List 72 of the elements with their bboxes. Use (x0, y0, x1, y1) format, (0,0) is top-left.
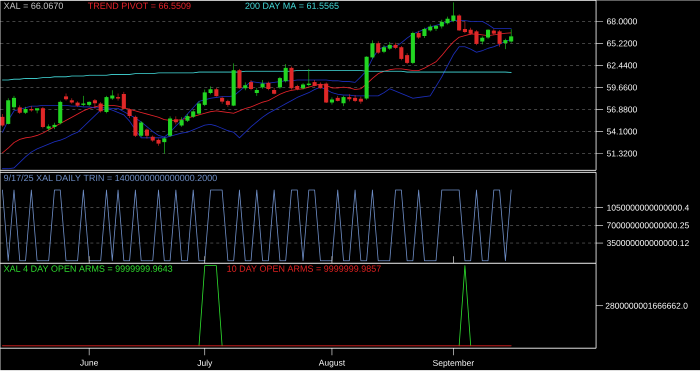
series-label: 9/17/25 XAL DAILY TRIN = 1400000000000000.2000 (4, 174, 217, 182)
candlestick (18, 105, 22, 114)
x-tick-label: August (318, 360, 346, 368)
candlestick (312, 80, 317, 87)
candlestick (58, 100, 62, 125)
candlestick (220, 96, 224, 104)
candlestick (29, 106, 34, 112)
candlestick (162, 136, 166, 154)
y-tick-label: 56.8800 (606, 106, 637, 112)
x-tick-label: June (80, 360, 98, 366)
candlestick (24, 106, 28, 114)
candlestick (364, 56, 369, 100)
y-tick-label: 700000000000000.25 (607, 222, 689, 228)
candlestick (341, 96, 346, 106)
candlestick (144, 128, 149, 139)
candlestick (336, 96, 340, 102)
candlestick (64, 93, 68, 101)
text: 2800000001666662.0 (606, 302, 688, 309)
candlestick (174, 116, 178, 125)
candlestick (254, 88, 259, 96)
text: 10 DAY OPEN ARMS = 9999999.9857 (227, 265, 381, 272)
candlestick (180, 116, 184, 128)
candlestick (243, 82, 248, 91)
y-tick-label: 51.3200 (606, 150, 637, 157)
y-tick-label: 59.6600 (606, 84, 637, 90)
candlestick (232, 63, 236, 106)
y-tick-label: 1050000000000000.4 (607, 204, 690, 211)
candlestick (92, 98, 97, 109)
candlestick (214, 88, 218, 97)
chart-title: XAL = 66.0670 (4, 2, 64, 9)
candlestick (410, 31, 415, 64)
candlestick (416, 30, 421, 40)
candlestick (139, 120, 144, 138)
candlestick (330, 97, 334, 105)
candlestick (122, 92, 126, 110)
x-tick-label: September (432, 360, 474, 368)
candlestick (272, 88, 276, 95)
candlestick (306, 68, 311, 87)
text: TREND PIVOT = 66.5509 (88, 2, 191, 9)
candlestick (486, 29, 490, 40)
candlestick (376, 40, 380, 54)
candlestick (0, 114, 4, 128)
candlestick (168, 116, 172, 138)
candlestick (358, 96, 363, 104)
x-tick-label: July (197, 360, 212, 368)
text: XAL 4 DAY OPEN ARMS = 9999999.9643 (4, 265, 172, 272)
candlestick (35, 108, 40, 114)
candlestick (226, 100, 230, 108)
candlestick (370, 40, 374, 59)
candlestick (451, 2, 456, 22)
y-tick-label: 68.0000 (607, 18, 637, 24)
y-tick-label: 62.4400 (607, 62, 637, 68)
candlestick (394, 42, 398, 50)
y-tick-label: 54.1000 (606, 128, 637, 134)
candlestick (52, 122, 56, 130)
candlestick (266, 81, 270, 91)
candlestick (457, 14, 462, 32)
candlestick (301, 82, 306, 90)
candlestick (248, 80, 254, 91)
candlestick (40, 106, 45, 129)
y-tick-label: 350000000000000.12 (606, 240, 689, 246)
y-tick-label: 65.2200 (607, 40, 637, 46)
candlestick (98, 102, 103, 113)
candlestick (237, 68, 242, 90)
candlestick (76, 101, 80, 108)
candlestick (480, 36, 484, 45)
candlestick (116, 93, 120, 101)
text: 200 DAY MA = 61.5565 (245, 2, 339, 9)
candlestick (70, 98, 74, 104)
candlestick (133, 115, 138, 138)
candlestick (128, 108, 132, 118)
candlestick (260, 80, 265, 90)
